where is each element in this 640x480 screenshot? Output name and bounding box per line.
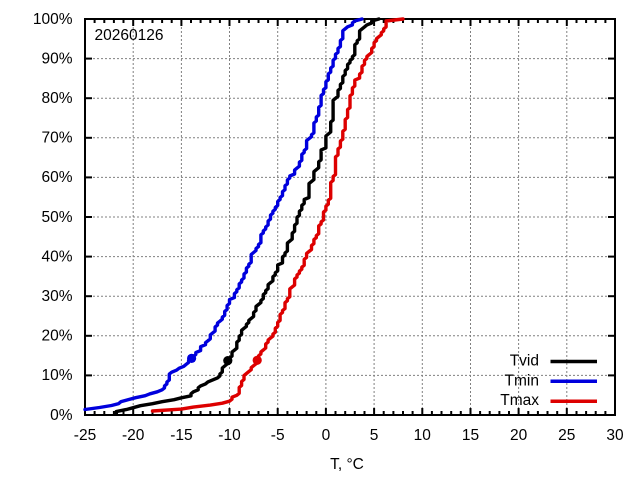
svg-text:-15: -15 [170,427,192,444]
svg-text:60%: 60% [41,169,72,186]
svg-text:30: 30 [606,427,624,444]
svg-text:20%: 20% [41,328,72,345]
svg-text:70%: 70% [41,130,72,147]
svg-text:-25: -25 [74,427,96,444]
svg-text:15: 15 [462,427,479,444]
svg-text:30%: 30% [41,288,72,305]
svg-text:-20: -20 [122,427,145,444]
svg-text:0%: 0% [50,407,73,424]
svg-text:Tvid: Tvid [510,353,539,370]
svg-text:10: 10 [414,427,432,444]
svg-text:100%: 100% [33,11,73,28]
svg-text:-5: -5 [271,427,285,444]
svg-text:20260126: 20260126 [95,27,164,44]
svg-text:25: 25 [558,427,575,444]
svg-text:90%: 90% [41,50,72,67]
svg-text:T, °C: T, °C [330,456,364,473]
svg-text:0: 0 [322,427,331,444]
svg-text:5: 5 [370,427,379,444]
svg-text:20: 20 [510,427,528,444]
svg-text:-10: -10 [218,427,241,444]
svg-text:40%: 40% [41,248,72,265]
svg-text:Tmax: Tmax [500,392,539,409]
svg-text:Tmin: Tmin [505,372,539,389]
svg-text:50%: 50% [41,209,72,226]
svg-text:80%: 80% [41,90,72,107]
svg-text:10%: 10% [41,367,72,384]
